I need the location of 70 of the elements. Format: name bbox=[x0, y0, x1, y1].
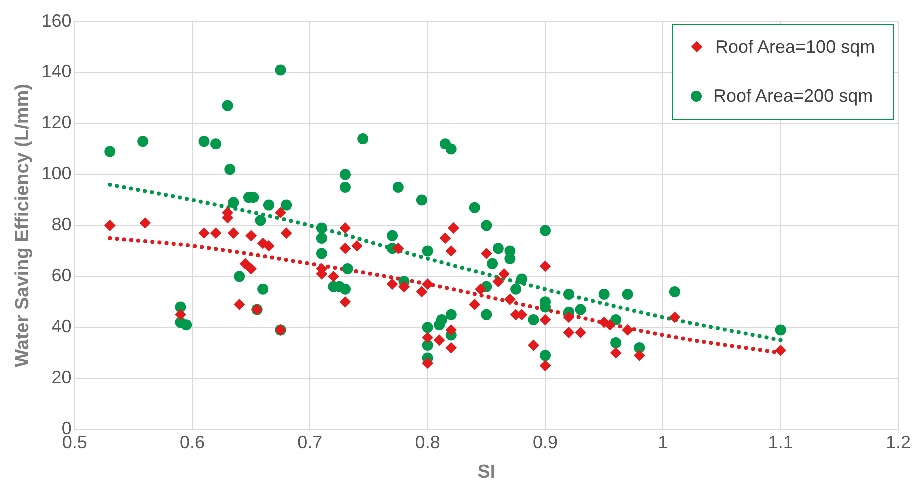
x-tick-label: 1 bbox=[658, 432, 668, 452]
y-axis-title: Water Saving Efficiency (L/mm) bbox=[12, 84, 34, 368]
y-tick-label: 40 bbox=[52, 316, 72, 337]
x-tick-label: 0.9 bbox=[532, 432, 558, 452]
point bbox=[446, 342, 457, 354]
point bbox=[246, 230, 257, 242]
point bbox=[434, 334, 446, 346]
line-series bbox=[108, 182, 783, 342]
point bbox=[440, 232, 451, 244]
point bbox=[492, 276, 504, 288]
point bbox=[604, 320, 616, 331]
point bbox=[275, 207, 286, 218]
point bbox=[564, 312, 575, 323]
point bbox=[422, 358, 434, 369]
y-tick-label: 160 bbox=[42, 10, 72, 31]
point bbox=[104, 220, 116, 232]
y-tick-label: 140 bbox=[42, 62, 72, 82]
point bbox=[234, 299, 246, 310]
point bbox=[610, 348, 622, 359]
y-tick-label: 60 bbox=[52, 266, 72, 286]
point bbox=[392, 243, 404, 254]
point bbox=[210, 228, 222, 239]
point bbox=[575, 327, 586, 338]
point bbox=[540, 360, 551, 372]
point bbox=[240, 258, 251, 270]
point bbox=[622, 324, 634, 336]
point bbox=[340, 222, 351, 234]
point bbox=[416, 286, 428, 298]
point bbox=[469, 299, 480, 310]
x-axis-title: SI bbox=[478, 462, 496, 483]
point bbox=[481, 248, 492, 260]
x-tick-label: 0.8 bbox=[415, 432, 440, 452]
point bbox=[398, 281, 410, 292]
point bbox=[634, 350, 646, 362]
point bbox=[328, 271, 340, 282]
y-tick-label: 20 bbox=[52, 368, 72, 388]
point bbox=[540, 314, 551, 326]
point bbox=[340, 296, 351, 308]
point bbox=[281, 228, 292, 239]
point bbox=[228, 228, 240, 239]
x-tick-label: 1.1 bbox=[768, 432, 794, 452]
point bbox=[340, 243, 351, 254]
y-tick-label: 100 bbox=[42, 164, 72, 184]
legend-label: Roof Area=200 sqm bbox=[713, 86, 874, 107]
point bbox=[446, 324, 457, 336]
point bbox=[422, 332, 434, 344]
point bbox=[175, 309, 186, 320]
point bbox=[475, 284, 486, 295]
point bbox=[263, 240, 274, 252]
point bbox=[246, 264, 257, 275]
point bbox=[448, 222, 460, 234]
x-tick-label: 0.6 bbox=[180, 432, 206, 452]
x-tick-label: 0.7 bbox=[298, 432, 323, 452]
point bbox=[564, 327, 575, 338]
y-tick-label: 80 bbox=[52, 214, 72, 235]
point bbox=[422, 278, 434, 290]
point bbox=[775, 345, 786, 356]
point bbox=[198, 228, 210, 239]
y-tick-label: 120 bbox=[42, 112, 72, 133]
point bbox=[528, 340, 540, 351]
legend-label: Roof Area=100 sqm bbox=[715, 36, 876, 58]
point bbox=[504, 294, 516, 306]
x-tick-label: 1.2 bbox=[886, 432, 912, 452]
point bbox=[140, 218, 151, 229]
point bbox=[669, 312, 680, 323]
point bbox=[387, 278, 398, 290]
point bbox=[498, 268, 510, 280]
point bbox=[352, 240, 363, 252]
point bbox=[446, 246, 457, 257]
point bbox=[540, 260, 551, 272]
